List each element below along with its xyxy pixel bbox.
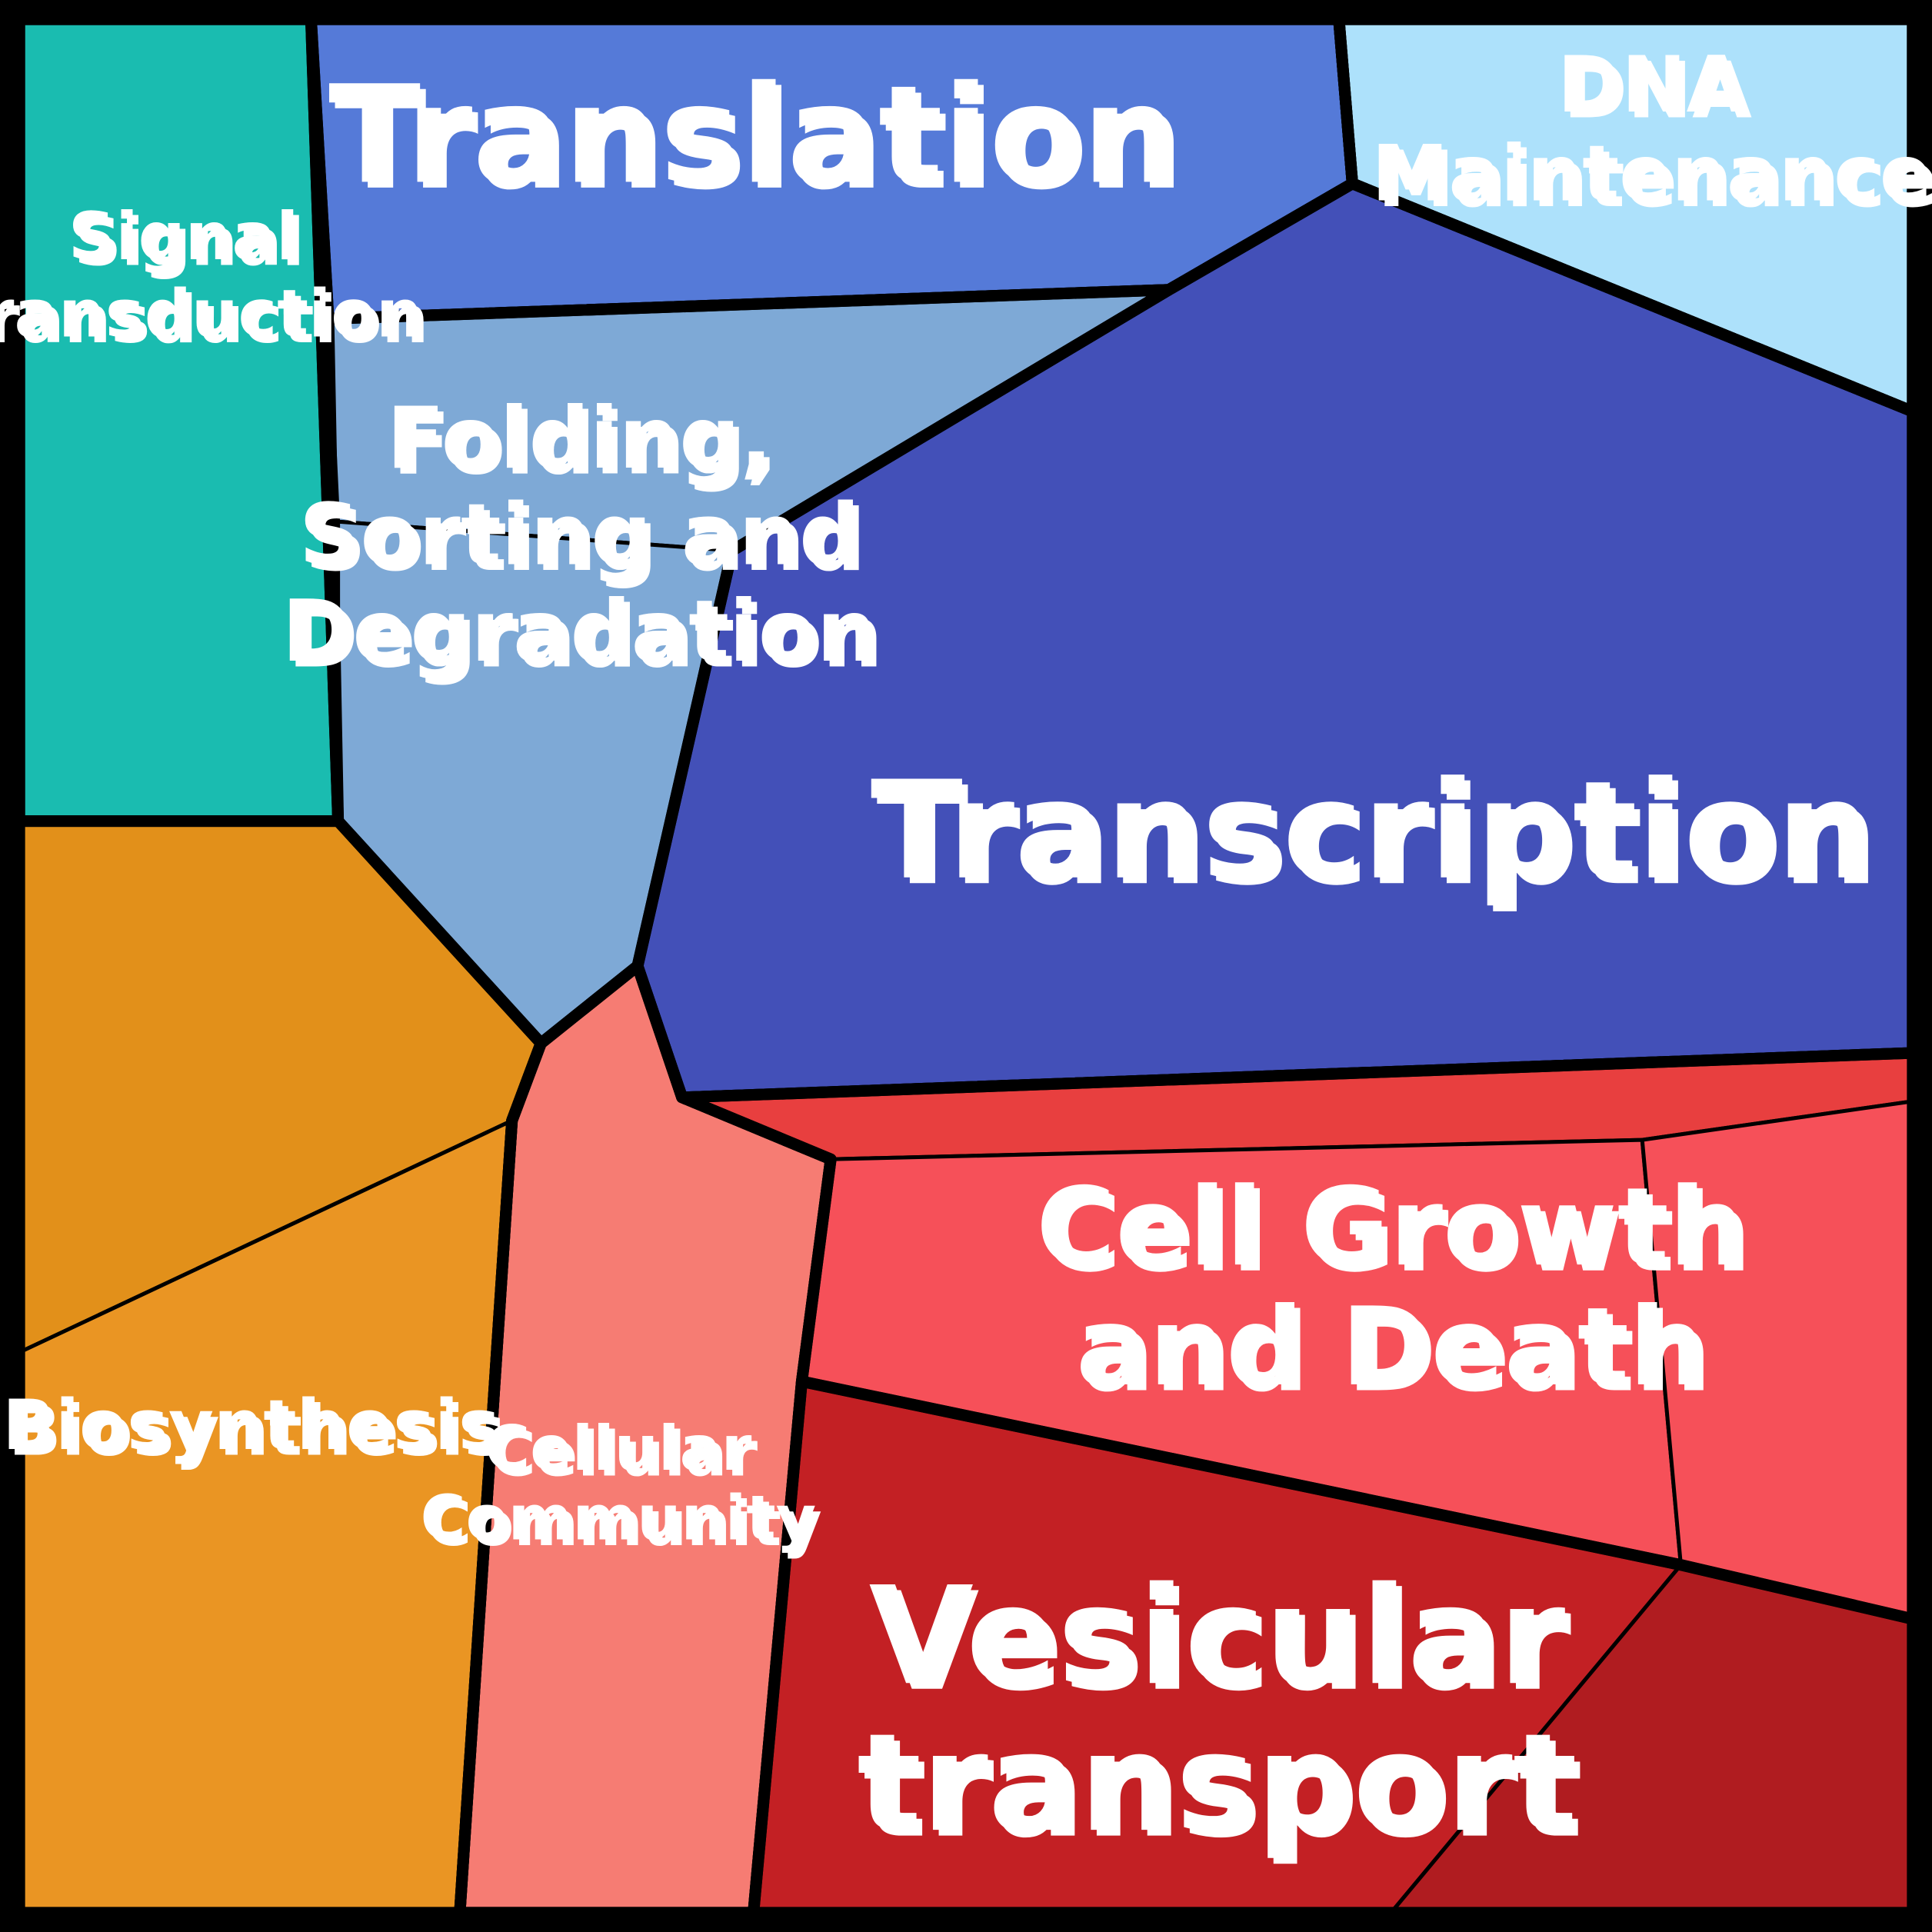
label-line: DNA bbox=[1557, 40, 1746, 130]
label-cell-growth-and-death-main: Cell Growthand Death bbox=[1036, 1164, 1746, 1411]
label-line: and Death bbox=[1076, 1284, 1706, 1410]
label-transcription: Transcription bbox=[871, 753, 1873, 910]
label-line: Signal bbox=[68, 199, 299, 275]
label-biosynthesis-lower: Biosynthesis bbox=[2, 1385, 500, 1466]
label-line: Transduction bbox=[0, 277, 423, 353]
region-signal-transduction bbox=[19, 19, 338, 821]
label-line: Translation bbox=[328, 58, 1178, 215]
label-line: Cellular bbox=[485, 1412, 752, 1484]
label-line: Transcription bbox=[871, 753, 1873, 910]
label-line: Maintenance bbox=[1372, 129, 1932, 219]
label-line: transport bbox=[857, 1705, 1577, 1862]
voronoi-treemap: SignalTransductionSignalTransductionTran… bbox=[0, 0, 1932, 1932]
label-line: Community bbox=[421, 1481, 817, 1554]
label-translation: Translation bbox=[328, 58, 1178, 215]
label-line: Sorting and bbox=[299, 486, 860, 585]
label-line: Degradation bbox=[282, 582, 878, 681]
label-line: Cell Growth bbox=[1036, 1164, 1746, 1291]
label-line: Biosynthesis bbox=[2, 1385, 500, 1466]
label-line: Folding, bbox=[387, 389, 773, 488]
label-vesicular-transport-main: Vesiculartransport bbox=[857, 1559, 1577, 1863]
label-line: Vesicular bbox=[869, 1559, 1566, 1716]
